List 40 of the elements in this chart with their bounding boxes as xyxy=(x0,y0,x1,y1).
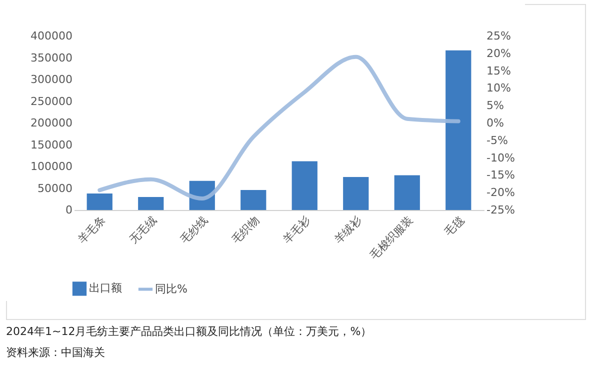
y2-tick-label: 0% xyxy=(486,116,504,130)
y2-tick-label: -25% xyxy=(486,204,515,216)
x-tick-label: 毛纱线 xyxy=(178,214,211,246)
bar xyxy=(240,190,266,210)
y2-tick-label: 25% xyxy=(486,30,511,42)
y-tick-label: 50000 xyxy=(38,182,72,195)
x-tick-label: 毛织物 xyxy=(229,214,262,246)
y2-tick-label: -5% xyxy=(486,134,508,147)
x-tick-label: 无毛绒 xyxy=(126,214,160,246)
y2-tick-label: 20% xyxy=(486,46,511,60)
text: 资料来源：中国海关 xyxy=(6,345,105,360)
x-tick-label: 羊毛衫 xyxy=(280,214,314,246)
bar xyxy=(138,196,164,210)
bar xyxy=(343,176,369,210)
y2-tick-label: -15% xyxy=(486,168,515,182)
x-tick-label: 毛毯 xyxy=(442,214,467,239)
bar xyxy=(394,175,420,210)
bar xyxy=(446,50,472,210)
x-tick-label: 羊毛条 xyxy=(76,214,108,246)
bar xyxy=(292,161,318,210)
legend-label: 同比% xyxy=(155,282,188,296)
x-tick-label: 羊绒衫 xyxy=(332,214,364,246)
y2-tick-label: 15% xyxy=(486,64,511,78)
y-tick-label: 350000 xyxy=(30,51,72,64)
y2-tick-label: 5% xyxy=(486,99,504,112)
y-tick-label: 0 xyxy=(66,204,72,216)
y2-tick-label: -20% xyxy=(486,186,515,200)
y2-tick-label: 10% xyxy=(486,82,511,95)
y-tick-label: 200000 xyxy=(30,116,72,130)
legend-label: 出口额 xyxy=(89,282,122,295)
text: 2024年1~12月毛纺主要产品品类出口额及同比情况（单位：万美元，%） xyxy=(6,324,372,339)
x-tick-label: 毛梭织服装 xyxy=(368,214,416,262)
y-tick-label: 150000 xyxy=(30,138,72,152)
y-tick-label: 400000 xyxy=(30,30,72,42)
line-series xyxy=(98,54,460,201)
y-tick-label: 100000 xyxy=(30,160,72,173)
bar xyxy=(86,193,112,210)
y2-tick-label: -10% xyxy=(486,151,515,164)
y-tick-label: 300000 xyxy=(30,73,72,86)
y-tick-label: 250000 xyxy=(30,94,72,108)
